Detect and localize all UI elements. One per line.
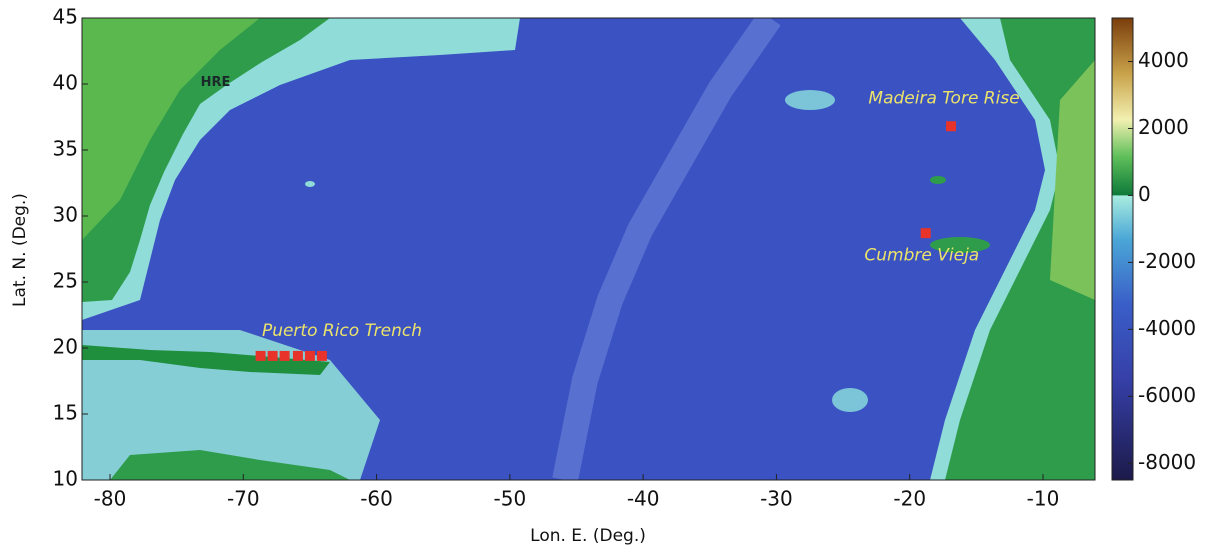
site-marker	[280, 351, 290, 361]
x-tick-label: -20	[893, 487, 926, 511]
site-marker	[921, 228, 931, 238]
y-tick-label: 20	[53, 335, 78, 359]
y-tick-label: 25	[53, 269, 78, 293]
colorbar	[1112, 18, 1133, 480]
site-marker	[317, 351, 327, 361]
y-tick-label: 30	[53, 203, 78, 227]
colorbar-tick-label: -2000	[1138, 249, 1196, 273]
map-figure: Lon. E. (Deg.) Lat. N. (Deg.) -80 -70 -60 -…	[0, 0, 1213, 550]
annotation: HRE	[201, 75, 231, 90]
x-tick-label: -80	[94, 487, 127, 511]
colorbar-tick-label: 2000	[1138, 115, 1189, 139]
y-tick-label: 10	[53, 467, 78, 491]
colorbar-tick-label: -8000	[1138, 450, 1196, 474]
site-marker	[268, 351, 278, 361]
y-tick-label: 35	[53, 137, 78, 161]
y-tick-label: 15	[53, 401, 78, 425]
colorbar-tick-label: -6000	[1138, 383, 1196, 407]
colorbar-tick-label: 4000	[1138, 48, 1189, 72]
x-tick-label: -40	[627, 487, 660, 511]
y-tick-label: 40	[53, 71, 78, 95]
colorbar-tick-label: -4000	[1138, 316, 1196, 340]
y-tick-label: 45	[53, 5, 78, 29]
site-marker	[293, 351, 303, 361]
x-tick-label: -60	[360, 487, 393, 511]
site-marker	[256, 351, 266, 361]
x-axis-label: Lon. E. (Deg.)	[530, 526, 646, 546]
x-tick-label: -30	[760, 487, 793, 511]
site-marker	[946, 121, 956, 131]
site-marker	[305, 351, 315, 361]
x-tick-label: -70	[227, 487, 260, 511]
y-axis-label: Lat. N. (Deg.)	[10, 193, 30, 307]
x-tick-label: -10	[1027, 487, 1060, 511]
colorbar-tick-label: 0	[1138, 182, 1151, 206]
annotation: Cumbre Vieja	[864, 246, 979, 266]
annotation: Madeira Tore Rise	[868, 89, 1019, 109]
annotation: Puerto Rico Trench	[262, 321, 422, 341]
x-tick-label: -50	[494, 487, 527, 511]
